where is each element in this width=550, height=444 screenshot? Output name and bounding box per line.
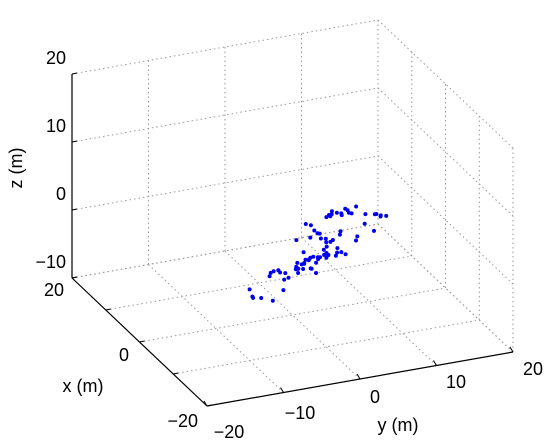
data-point (303, 222, 308, 226)
y-tick (433, 360, 437, 366)
z-tick (71, 72, 78, 75)
y-tick (280, 387, 284, 393)
y-tick-label: 20 (523, 359, 543, 379)
data-point (354, 238, 358, 243)
data-point (330, 238, 335, 242)
data-point (311, 254, 316, 259)
data-point (295, 260, 300, 265)
y-tick (203, 400, 208, 407)
data-point (363, 212, 368, 217)
y-tick (356, 373, 361, 380)
data-point (339, 250, 344, 255)
data-point (324, 240, 329, 245)
data-point (335, 250, 340, 255)
axis-frame (71, 74, 514, 407)
z-tick-label: −10 (35, 252, 66, 272)
data-point (295, 266, 299, 271)
z-tick-label: 10 (46, 116, 66, 136)
data-point (362, 221, 367, 226)
data-point (328, 214, 333, 219)
data-point (355, 234, 360, 239)
x-tick (105, 308, 111, 311)
y-tick-label: 10 (446, 372, 466, 392)
x-tick (139, 340, 145, 343)
data-point (247, 287, 252, 292)
data-point (346, 210, 351, 215)
data-point (333, 253, 338, 258)
y-axis-label: y (m) (378, 415, 419, 435)
data-point (281, 288, 286, 293)
grid-lines (71, 19, 514, 407)
data-point (324, 251, 329, 255)
data-point (282, 277, 287, 282)
data-point (378, 213, 383, 218)
data-point (308, 235, 313, 240)
data-point (318, 255, 322, 260)
z-tick-label: 20 (46, 48, 66, 68)
data-point (314, 260, 319, 265)
data-point (270, 298, 275, 303)
data-point (314, 271, 318, 275)
data-point (306, 258, 311, 263)
data-points (247, 204, 389, 303)
data-point (324, 255, 329, 260)
data-point (267, 274, 272, 279)
data-point (335, 246, 340, 251)
data-point (276, 268, 281, 273)
data-point (354, 204, 359, 209)
z-tick (71, 276, 78, 279)
y-tick (509, 346, 514, 353)
y-tick-label: −10 (285, 403, 316, 423)
data-point (318, 236, 323, 241)
data-point (339, 211, 344, 216)
data-point (259, 296, 264, 300)
data-point (343, 206, 348, 211)
data-point (301, 267, 306, 271)
data-point (286, 275, 291, 280)
data-point (338, 229, 343, 234)
data-point (343, 252, 348, 257)
data-point (334, 210, 339, 215)
data-point (250, 294, 255, 299)
data-point (294, 238, 299, 243)
data-point (271, 269, 276, 274)
x-tick (206, 404, 213, 407)
data-point (302, 261, 307, 266)
data-point (321, 247, 326, 252)
data-point (308, 223, 313, 228)
data-point (312, 228, 317, 233)
data-point (283, 271, 288, 276)
x-tick-label: −20 (167, 411, 198, 431)
z-tick-label: 0 (56, 184, 66, 204)
data-point (309, 266, 314, 271)
z-axis-label: z (m) (6, 148, 26, 189)
data-point (372, 228, 376, 233)
grid-line (224, 250, 361, 380)
y-tick-label: −20 (214, 422, 245, 442)
data-point (303, 257, 308, 262)
z-tick (71, 140, 78, 143)
data-point (329, 209, 334, 214)
z-tick (71, 208, 78, 211)
data-point (374, 212, 379, 216)
x-axis-label: x (m) (63, 376, 104, 396)
x-tick-label: 0 (119, 345, 129, 365)
data-point (324, 244, 329, 249)
y-tick-label: 0 (370, 387, 380, 407)
tick-marks (71, 72, 514, 407)
data-point (384, 213, 389, 218)
data-point (301, 250, 306, 255)
data-point (337, 232, 342, 237)
data-point (317, 231, 322, 236)
x-tick (173, 372, 179, 375)
data-point (323, 236, 328, 241)
x-tick-label: 20 (44, 280, 64, 300)
data-point (268, 270, 273, 275)
data-point (296, 271, 301, 275)
